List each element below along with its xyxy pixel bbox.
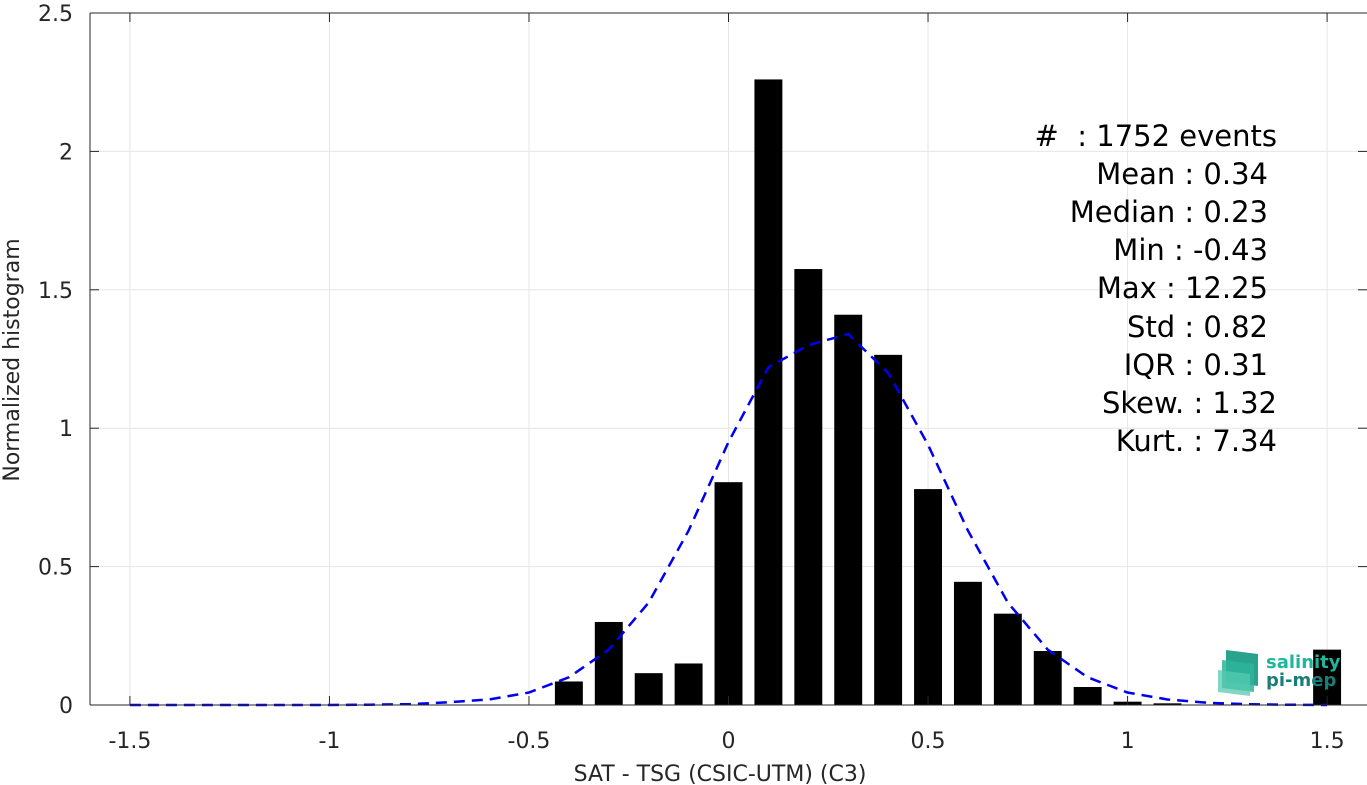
histogram-bar bbox=[834, 314, 863, 705]
x-tick-label: -0.5 bbox=[508, 729, 551, 754]
y-tick-label: 2.5 bbox=[38, 2, 73, 27]
x-tick-label: -1.5 bbox=[108, 729, 151, 754]
histogram-bar bbox=[953, 581, 982, 705]
x-axis-title: SAT - TSG (CSIC-UTM) (C3) bbox=[574, 762, 867, 785]
x-tick-label: 0.5 bbox=[911, 729, 946, 754]
stat-kurt: Kurt. : 7.34 bbox=[1116, 424, 1277, 458]
histogram-bar bbox=[794, 269, 823, 705]
histogram-bar bbox=[993, 613, 1022, 705]
stat-max: Max : 12.25 bbox=[1097, 271, 1268, 305]
histogram-bar bbox=[594, 621, 623, 705]
y-tick-label: 0 bbox=[59, 694, 73, 719]
stat-iqr: IQR : 0.31 bbox=[1124, 348, 1268, 382]
x-ticks: -1.5 -1 -0.5 0 0.5 1 1.5 bbox=[108, 13, 1345, 754]
histogram-bar bbox=[674, 663, 703, 705]
salinity-pimep-logo: salinity pi-mep bbox=[1218, 650, 1341, 696]
stat-mean: Mean : 0.34 bbox=[1096, 157, 1268, 191]
statistics-annotation: # : 1752 events Mean : 0.34 Median : 0.2… bbox=[1035, 119, 1277, 458]
y-tick-label: 1 bbox=[59, 417, 73, 442]
histogram-bar bbox=[1313, 649, 1342, 705]
y-tick-label: 0.5 bbox=[38, 556, 73, 581]
histogram-bar bbox=[634, 673, 663, 705]
stat-events: # : 1752 events bbox=[1035, 119, 1277, 153]
stat-skew: Skew. : 1.32 bbox=[1102, 386, 1277, 420]
histogram-bar bbox=[914, 489, 942, 705]
logo-line2: pi-mep bbox=[1266, 670, 1336, 691]
y-tick-label: 2 bbox=[59, 140, 73, 165]
histogram-bar bbox=[1153, 703, 1182, 705]
histogram-bar bbox=[1033, 651, 1062, 705]
x-tick-label: -1 bbox=[318, 729, 340, 754]
histogram-bar bbox=[754, 79, 783, 705]
stat-median: Median : 0.23 bbox=[1070, 195, 1268, 229]
histogram-bar bbox=[874, 354, 903, 705]
x-tick-label: 1.5 bbox=[1310, 729, 1345, 754]
histogram-bars bbox=[554, 79, 1342, 705]
logo-line1: salinity bbox=[1266, 652, 1341, 673]
histogram-bar bbox=[714, 482, 743, 705]
histogram-bar bbox=[1073, 687, 1102, 705]
stat-min: Min : -0.43 bbox=[1113, 233, 1268, 267]
y-ticks: 0 0.5 1 1.5 2 2.5 bbox=[38, 2, 1367, 719]
y-tick-label: 1.5 bbox=[38, 279, 73, 304]
y-axis-title: Normalized histogram bbox=[0, 238, 25, 481]
stat-std: Std : 0.82 bbox=[1127, 310, 1268, 344]
x-tick-label: 0 bbox=[722, 729, 736, 754]
histogram-bar bbox=[554, 681, 583, 705]
x-tick-label: 1 bbox=[1121, 729, 1135, 754]
wave-logo-icon bbox=[1218, 650, 1258, 696]
